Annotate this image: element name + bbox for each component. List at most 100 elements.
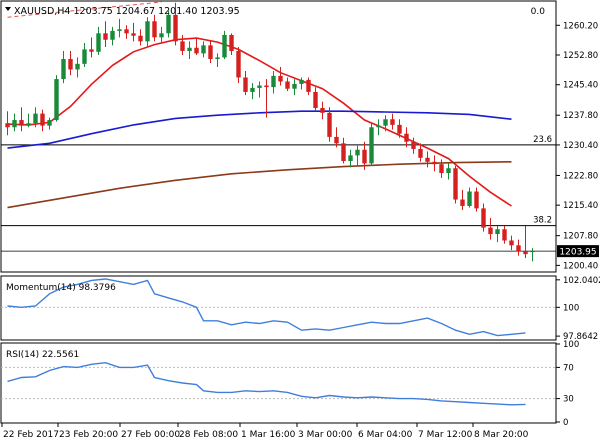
candle-body	[54, 79, 59, 121]
fib-level-label: 23.6	[533, 135, 552, 145]
candle-body	[47, 120, 52, 126]
candle-body	[82, 49, 87, 64]
moving-average-line	[7, 110, 512, 149]
candle-body	[285, 81, 290, 89]
price-tick-label: 1245.40	[563, 81, 598, 91]
candle-body	[397, 124, 402, 134]
candle-body	[159, 33, 164, 38]
time-tick-label: 28 Feb 08:00	[179, 430, 238, 440]
candle-body	[348, 155, 353, 161]
candle-body	[334, 136, 339, 144]
candle-body	[488, 227, 493, 235]
rsi-tick-label: 30	[563, 395, 574, 405]
candle-body	[264, 85, 269, 88]
rsi-label: RSI(14) 22.5561	[6, 350, 79, 360]
candle-body	[138, 35, 143, 42]
candle-body	[19, 120, 24, 126]
candle-body	[131, 33, 136, 36]
candle-body	[404, 133, 409, 142]
moving-averages	[7, 1, 512, 209]
candle-body	[117, 29, 122, 31]
candle-body	[208, 45, 213, 60]
candle-body	[376, 125, 381, 128]
candle-body	[33, 113, 38, 124]
price-tick-label: 1200.40	[563, 261, 598, 271]
fib-level-label: 38.2	[533, 216, 552, 226]
candle-body	[173, 14, 178, 42]
candle-body	[166, 14, 171, 34]
rsi-grid	[1, 366, 556, 400]
candle-body	[481, 208, 486, 228]
candle-body	[236, 50, 241, 78]
candle-body	[61, 59, 66, 80]
momentum-tick-label: 100	[563, 303, 579, 313]
candle-body	[152, 21, 157, 38]
candle-body	[243, 77, 248, 92]
candle-body	[271, 75, 276, 88]
candle-body	[439, 164, 444, 174]
trend-line	[7, 1, 162, 18]
rsi-series	[7, 361, 526, 406]
candle-body	[124, 29, 129, 34]
candle-body	[390, 119, 395, 125]
candle-body	[75, 63, 80, 70]
candle-body	[502, 229, 507, 241]
candle-body	[425, 157, 430, 162]
candle-body	[369, 127, 374, 164]
momentum-tick-label: 97.8642	[563, 332, 598, 342]
candle-body	[180, 41, 185, 51]
momentum-line	[7, 278, 526, 337]
price-tick-label: 1222.80	[563, 171, 598, 181]
candle-body	[222, 34, 227, 58]
momentum-label: Momentum(14) 98.3796	[6, 283, 116, 293]
candle-body	[355, 149, 360, 156]
candle-body	[509, 240, 514, 246]
candle-body	[460, 199, 465, 206]
candle-body	[530, 251, 535, 253]
momentum-panel-frame	[0, 275, 557, 341]
price-axis: 1260.20 1252.80 1245.40 1237.80 1230.40 1222.…	[556, 21, 598, 271]
candles	[5, 2, 535, 262]
time-tick-label: 27 Feb 00:00	[121, 430, 180, 440]
candle-body	[411, 141, 416, 149]
fib-levels: 23.6 38.2	[1, 135, 556, 252]
candle-body	[26, 123, 31, 126]
candle-body	[278, 75, 283, 82]
moving-average-line	[7, 37, 512, 207]
candle-body	[516, 245, 521, 252]
main-panel-frame	[0, 0, 557, 273]
candle-body	[362, 149, 367, 164]
moving-average-line	[7, 161, 512, 209]
candle-body	[201, 45, 206, 54]
time-tick-label: 22 Feb 2017	[3, 430, 59, 440]
candle-body	[467, 191, 472, 206]
price-tick-label: 1237.80	[563, 111, 598, 121]
candle-body	[446, 168, 451, 174]
candle-body	[453, 168, 458, 200]
candle-body	[474, 191, 479, 209]
candle-body	[341, 143, 346, 161]
candle-body	[383, 119, 388, 126]
main-panel-title: XAUUSD,H4 1203.75 1204.67 1201.40 1203.9…	[14, 6, 240, 17]
candle-body	[5, 123, 10, 128]
candle-body	[299, 79, 304, 84]
candle-body	[68, 59, 73, 70]
candle-body	[229, 34, 234, 51]
candle-body	[292, 83, 297, 89]
price-tick-label: 1215.40	[563, 201, 598, 211]
time-tick-label: 3 Mar 00:00	[298, 430, 353, 440]
main-header: XAUUSD,H4 1203.75 1204.67 1201.40 1203.9…	[5, 6, 545, 17]
candle-body	[313, 91, 318, 108]
price-badge-text: 1203.95	[559, 248, 596, 258]
time-tick-label: 7 Mar 12:00	[418, 430, 473, 440]
rsi-tick-label: 0	[563, 418, 568, 428]
candle-body	[103, 33, 108, 40]
candle-body	[320, 107, 325, 113]
rsi-panel-frame	[0, 342, 557, 424]
candle-body	[495, 229, 500, 235]
candle-body	[40, 113, 45, 126]
price-badge-box	[557, 245, 599, 258]
chevron-down-icon	[5, 7, 11, 11]
